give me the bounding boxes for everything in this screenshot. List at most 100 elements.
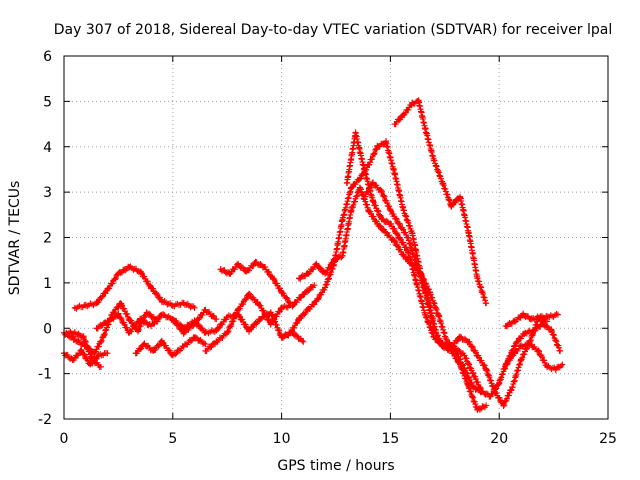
data-point [126,329,133,336]
data-point [150,347,157,354]
tick-labels: 0 5 10 15 20 25 -2 -1 0 1 2 3 4 5 6 [38,49,617,447]
data-point [296,316,303,323]
data-point [404,248,411,255]
data-point [104,318,111,325]
data-point [252,259,259,266]
data-point [457,193,464,200]
data-point [361,166,368,173]
data-point [245,327,252,334]
data-point [500,402,507,409]
data-point [374,220,381,227]
data-point [491,388,498,395]
data-point [313,261,320,268]
data-point [361,193,368,200]
data-point [465,229,472,236]
data-point [520,311,527,318]
y-tick-label: 0 [43,321,52,337]
data-point [71,336,78,343]
data-point [158,338,165,345]
data-point [391,170,398,177]
data-point [544,318,551,325]
data-point [217,266,224,273]
series-track-9 [217,258,294,307]
data-point [235,307,242,314]
data-point [378,216,385,223]
data-point [483,300,490,307]
data-point [126,316,133,323]
data-point [95,352,102,359]
data-point [511,318,518,325]
series-track-6 [132,334,209,359]
data-point [300,338,307,345]
y-tick-label: -1 [38,367,52,383]
data-point [191,334,198,341]
series-markers [391,97,489,306]
data-point [191,304,198,311]
data-point [500,366,507,373]
data-point [115,311,122,318]
data-point [537,313,544,320]
data-point [202,341,209,348]
data-point [71,329,78,336]
series-track-2 [61,346,111,368]
data-point [287,329,294,336]
data-point [330,257,337,264]
x-tick-label: 20 [490,431,508,447]
chart-title: Day 307 of 2018, Sidereal Day-to-day VTE… [54,22,612,38]
data-point [100,334,107,341]
data-point [69,357,76,364]
data-point [202,329,209,336]
data-point [137,268,144,275]
series-markers [61,346,110,367]
y-tick-label: 6 [43,49,52,65]
data-point [352,130,359,137]
data-point [191,318,198,325]
data-point [496,379,503,386]
data-point [213,316,220,323]
data-point [448,347,455,354]
data-point [304,307,311,314]
data-point [134,327,141,334]
data-point [115,270,122,277]
data-point [126,263,133,270]
data-point [474,352,481,359]
y-tick-label: -2 [38,412,52,428]
data-point [256,302,263,309]
data-point [483,402,490,409]
series-markers [343,129,549,409]
x-tick-label: 25 [599,431,617,447]
series-track-16 [500,340,566,373]
data-point [374,143,381,150]
data-point [396,220,403,227]
data-point [267,320,274,327]
data-point [461,352,468,359]
series-track-8 [202,282,318,355]
data-point [400,252,407,259]
x-tick-label: 5 [168,431,177,447]
data-point [80,334,87,341]
data-point [387,207,394,214]
data-point [202,347,209,354]
data-point [148,284,155,291]
data-point [369,198,376,205]
data-point [87,361,94,368]
data-point [71,304,78,311]
data-point [137,316,144,323]
data-point [143,309,150,316]
data-point [387,220,394,227]
data-point [365,207,372,214]
data-point [474,275,481,282]
data-point [517,357,524,364]
data-point [148,322,155,329]
data-point [487,393,494,400]
data-point [169,302,176,309]
data-point [509,352,516,359]
data-point [415,98,422,105]
data-point [117,300,124,307]
data-point [554,311,561,318]
data-point [322,270,329,277]
data-point [430,157,437,164]
data-point [356,175,363,182]
data-point [224,313,231,320]
